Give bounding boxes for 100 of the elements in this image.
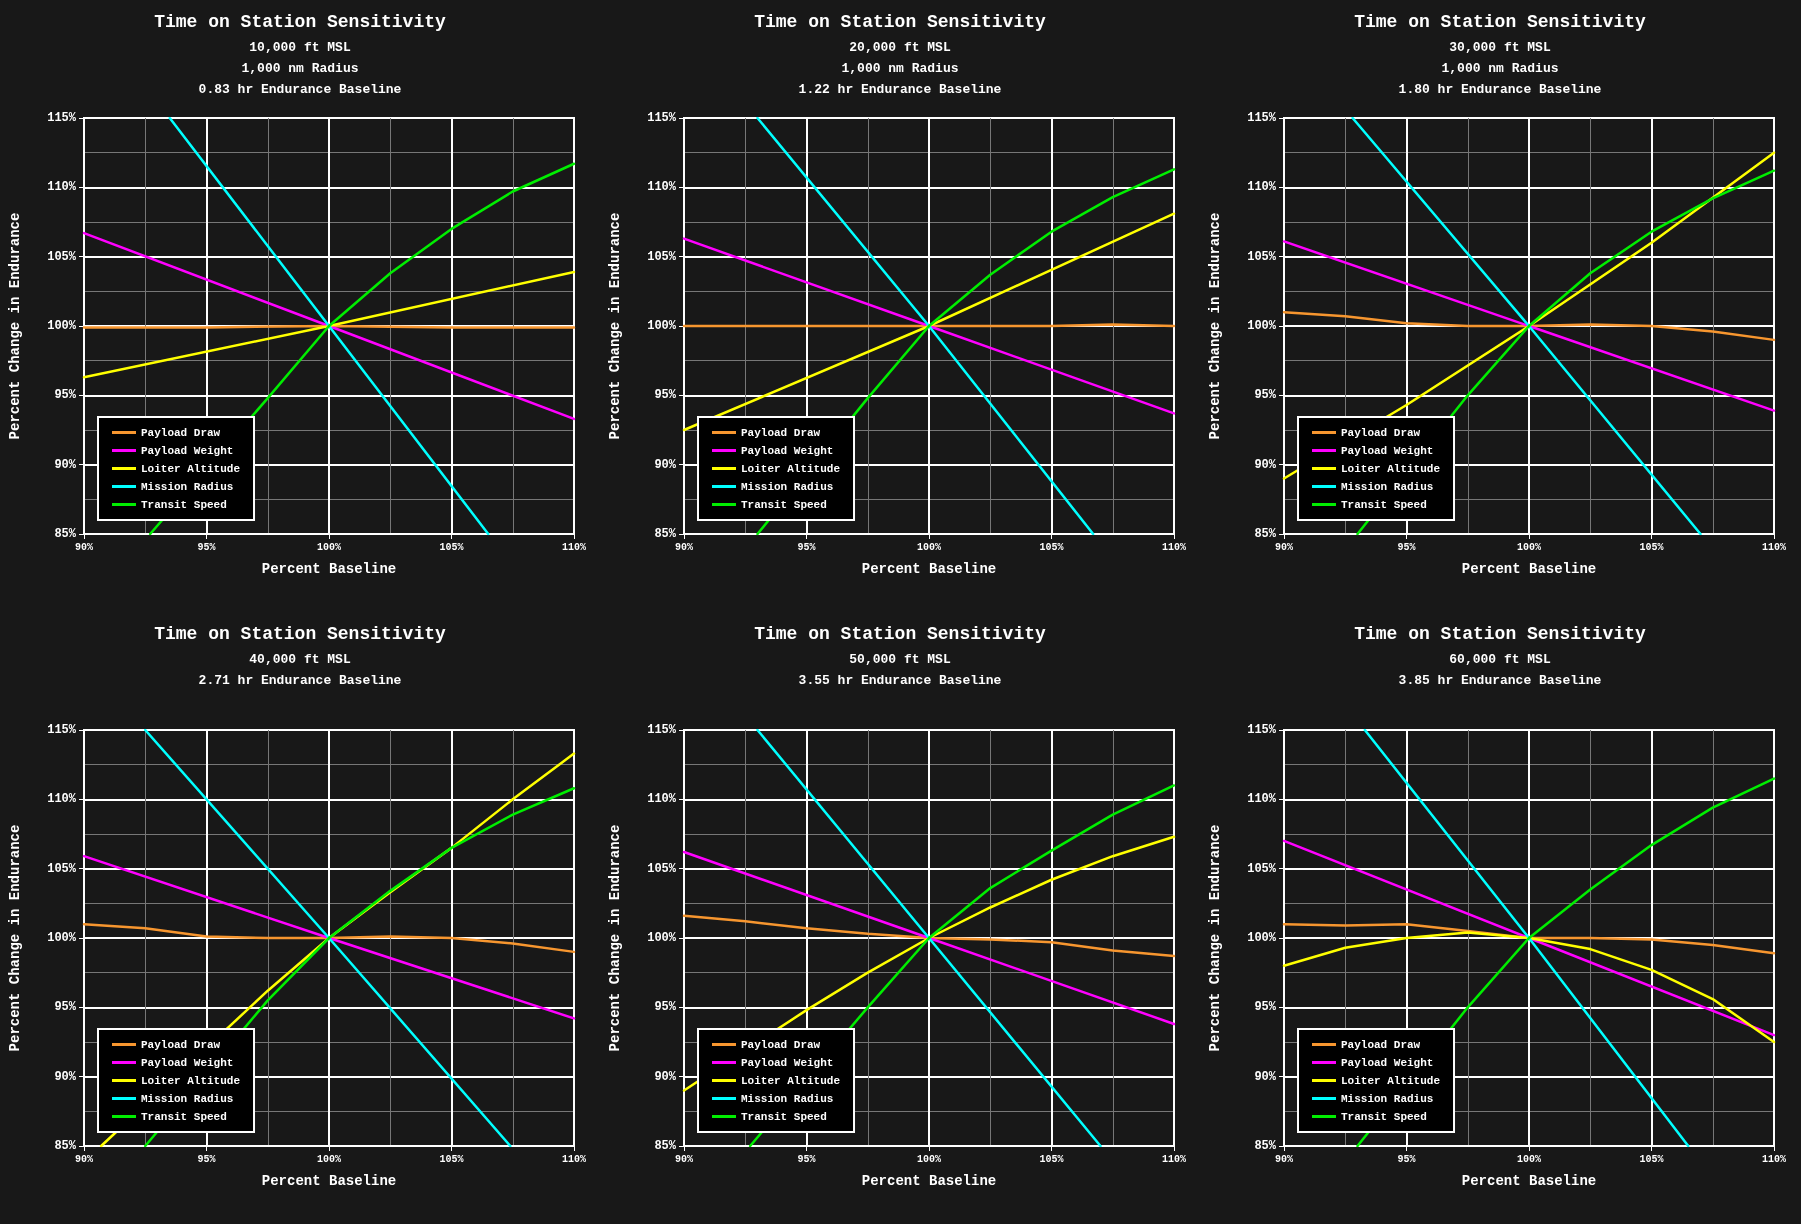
y-tick-label: 115% xyxy=(647,723,677,737)
legend-label: Transit Speed xyxy=(141,1110,227,1123)
x-axis-title: Percent Baseline xyxy=(261,561,397,577)
y-tick-label: 100% xyxy=(647,319,677,333)
chart-subtitle: 50,000 ft MSL 3.55 hr Endurance Baseline xyxy=(798,652,1002,688)
y-tick-label: 100% xyxy=(47,319,77,333)
x-tick-label: 90% xyxy=(674,541,694,553)
y-tick-label: 95% xyxy=(654,388,677,403)
y-tick-label: 100% xyxy=(647,931,677,945)
legend-label: Transit Speed xyxy=(1341,498,1427,511)
x-tick-label: 95% xyxy=(197,1153,216,1165)
chart-title: Time on Station Sensitivity xyxy=(754,624,1047,644)
legend-label: Payload Weight xyxy=(1341,444,1434,457)
x-tick-label: 90% xyxy=(674,1153,694,1165)
chart-title: Time on Station Sensitivity xyxy=(154,624,447,644)
y-tick-label: 105% xyxy=(1247,249,1277,264)
x-tick-label: 90% xyxy=(74,541,94,553)
x-tick-label: 105% xyxy=(1039,1153,1064,1165)
x-tick-label: 90% xyxy=(1274,541,1294,553)
y-axis-title: Percent Change in Endurance xyxy=(7,212,23,440)
legend-label: Payload Draw xyxy=(741,426,821,439)
y-tick-label: 100% xyxy=(1247,931,1277,945)
chart-title: Time on Station Sensitivity xyxy=(1354,12,1647,32)
y-tick-label: 85% xyxy=(54,527,77,541)
y-tick-label: 90% xyxy=(1254,1069,1277,1084)
y-tick-label: 110% xyxy=(47,792,77,807)
y-axis-title: Percent Change in Endurance xyxy=(7,824,23,1052)
x-tick-label: 105% xyxy=(1639,1153,1664,1165)
legend-label: Transit Speed xyxy=(741,498,827,511)
x-tick-label: 100% xyxy=(316,1153,342,1165)
x-tick-label: 105% xyxy=(439,541,464,553)
y-tick-label: 115% xyxy=(1247,723,1277,737)
y-tick-label: 100% xyxy=(47,931,77,945)
y-tick-label: 105% xyxy=(47,249,77,264)
y-tick-label: 110% xyxy=(1247,180,1277,195)
y-axis-title: Percent Change in Endurance xyxy=(1207,824,1223,1052)
x-tick-label: 100% xyxy=(316,541,342,553)
chart-subtitle: 30,000 ft MSL 1,000 nm Radius 1.80 hr Endurance Baseline xyxy=(1398,40,1602,97)
y-axis-title: Percent Change in Endurance xyxy=(1207,212,1223,440)
x-tick-label: 95% xyxy=(1397,541,1416,553)
chart-subtitle: 10,000 ft MSL 1,000 nm Radius 0.83 hr Endurance Baseline xyxy=(198,40,402,97)
legend-label: Mission Radius xyxy=(741,480,834,493)
x-tick-label: 110% xyxy=(1161,541,1187,553)
y-tick-label: 115% xyxy=(1247,111,1277,125)
y-tick-label: 95% xyxy=(654,1000,677,1015)
y-tick-label: 85% xyxy=(654,1139,677,1153)
y-tick-label: 85% xyxy=(1254,527,1277,541)
x-tick-label: 105% xyxy=(439,1153,464,1165)
legend-label: Payload Weight xyxy=(141,1056,234,1069)
y-tick-label: 110% xyxy=(647,180,677,195)
x-tick-label: 100% xyxy=(916,1153,942,1165)
x-axis-title: Percent Baseline xyxy=(861,1173,997,1189)
line-series xyxy=(1282,310,1776,342)
y-tick-label: 115% xyxy=(47,111,77,125)
legend-label: Mission Radius xyxy=(141,1092,234,1105)
x-axis-title: Percent Baseline xyxy=(861,561,997,577)
chart-title: Time on Station Sensitivity xyxy=(1354,624,1647,644)
legend-label: Mission Radius xyxy=(1341,1092,1434,1105)
y-tick-label: 110% xyxy=(1247,792,1277,807)
x-tick-label: 95% xyxy=(197,541,216,553)
y-tick-label: 95% xyxy=(1254,1000,1277,1015)
y-tick-label: 90% xyxy=(654,1069,677,1084)
legend-label: Mission Radius xyxy=(1341,480,1434,493)
y-tick-label: 100% xyxy=(1247,319,1277,333)
x-axis-title: Percent Baseline xyxy=(261,1173,397,1189)
legend-label: Mission Radius xyxy=(741,1092,834,1105)
legend-label: Payload Weight xyxy=(741,444,834,457)
x-tick-label: 105% xyxy=(1039,541,1064,553)
legend-label: Payload Draw xyxy=(141,1038,221,1051)
legend-label: Loiter Altitude xyxy=(141,462,241,475)
y-tick-label: 105% xyxy=(1247,861,1277,876)
x-tick-label: 110% xyxy=(561,541,587,553)
y-tick-label: 85% xyxy=(654,527,677,541)
y-tick-label: 90% xyxy=(1254,457,1277,472)
y-tick-label: 90% xyxy=(54,457,77,472)
legend-label: Transit Speed xyxy=(741,1110,827,1123)
x-axis-title: Percent Baseline xyxy=(1461,561,1597,577)
chart-subtitle: 60,000 ft MSL 3.85 hr Endurance Baseline xyxy=(1398,652,1602,688)
x-tick-label: 110% xyxy=(561,1153,587,1165)
line-series xyxy=(82,922,576,954)
legend-label: Payload Weight xyxy=(741,1056,834,1069)
legend-label: Loiter Altitude xyxy=(1341,462,1441,475)
y-tick-label: 95% xyxy=(54,1000,77,1015)
legend-label: Loiter Altitude xyxy=(741,462,841,475)
y-tick-label: 110% xyxy=(47,180,77,195)
y-tick-label: 105% xyxy=(647,861,677,876)
x-tick-label: 100% xyxy=(1516,1153,1542,1165)
x-tick-label: 110% xyxy=(1761,541,1787,553)
chart-subtitle: 40,000 ft MSL 2.71 hr Endurance Baseline xyxy=(198,652,402,688)
legend-label: Transit Speed xyxy=(1341,1110,1427,1123)
legend-label: Loiter Altitude xyxy=(1341,1074,1441,1087)
y-axis-title: Percent Change in Endurance xyxy=(607,824,623,1052)
x-tick-label: 95% xyxy=(1397,1153,1416,1165)
y-tick-label: 90% xyxy=(654,457,677,472)
legend-label: Mission Radius xyxy=(141,480,234,493)
x-axis-title: Percent Baseline xyxy=(1461,1173,1597,1189)
legend-label: Payload Draw xyxy=(741,1038,821,1051)
line-series xyxy=(682,914,1176,958)
y-tick-label: 90% xyxy=(54,1069,77,1084)
x-tick-label: 100% xyxy=(916,541,942,553)
